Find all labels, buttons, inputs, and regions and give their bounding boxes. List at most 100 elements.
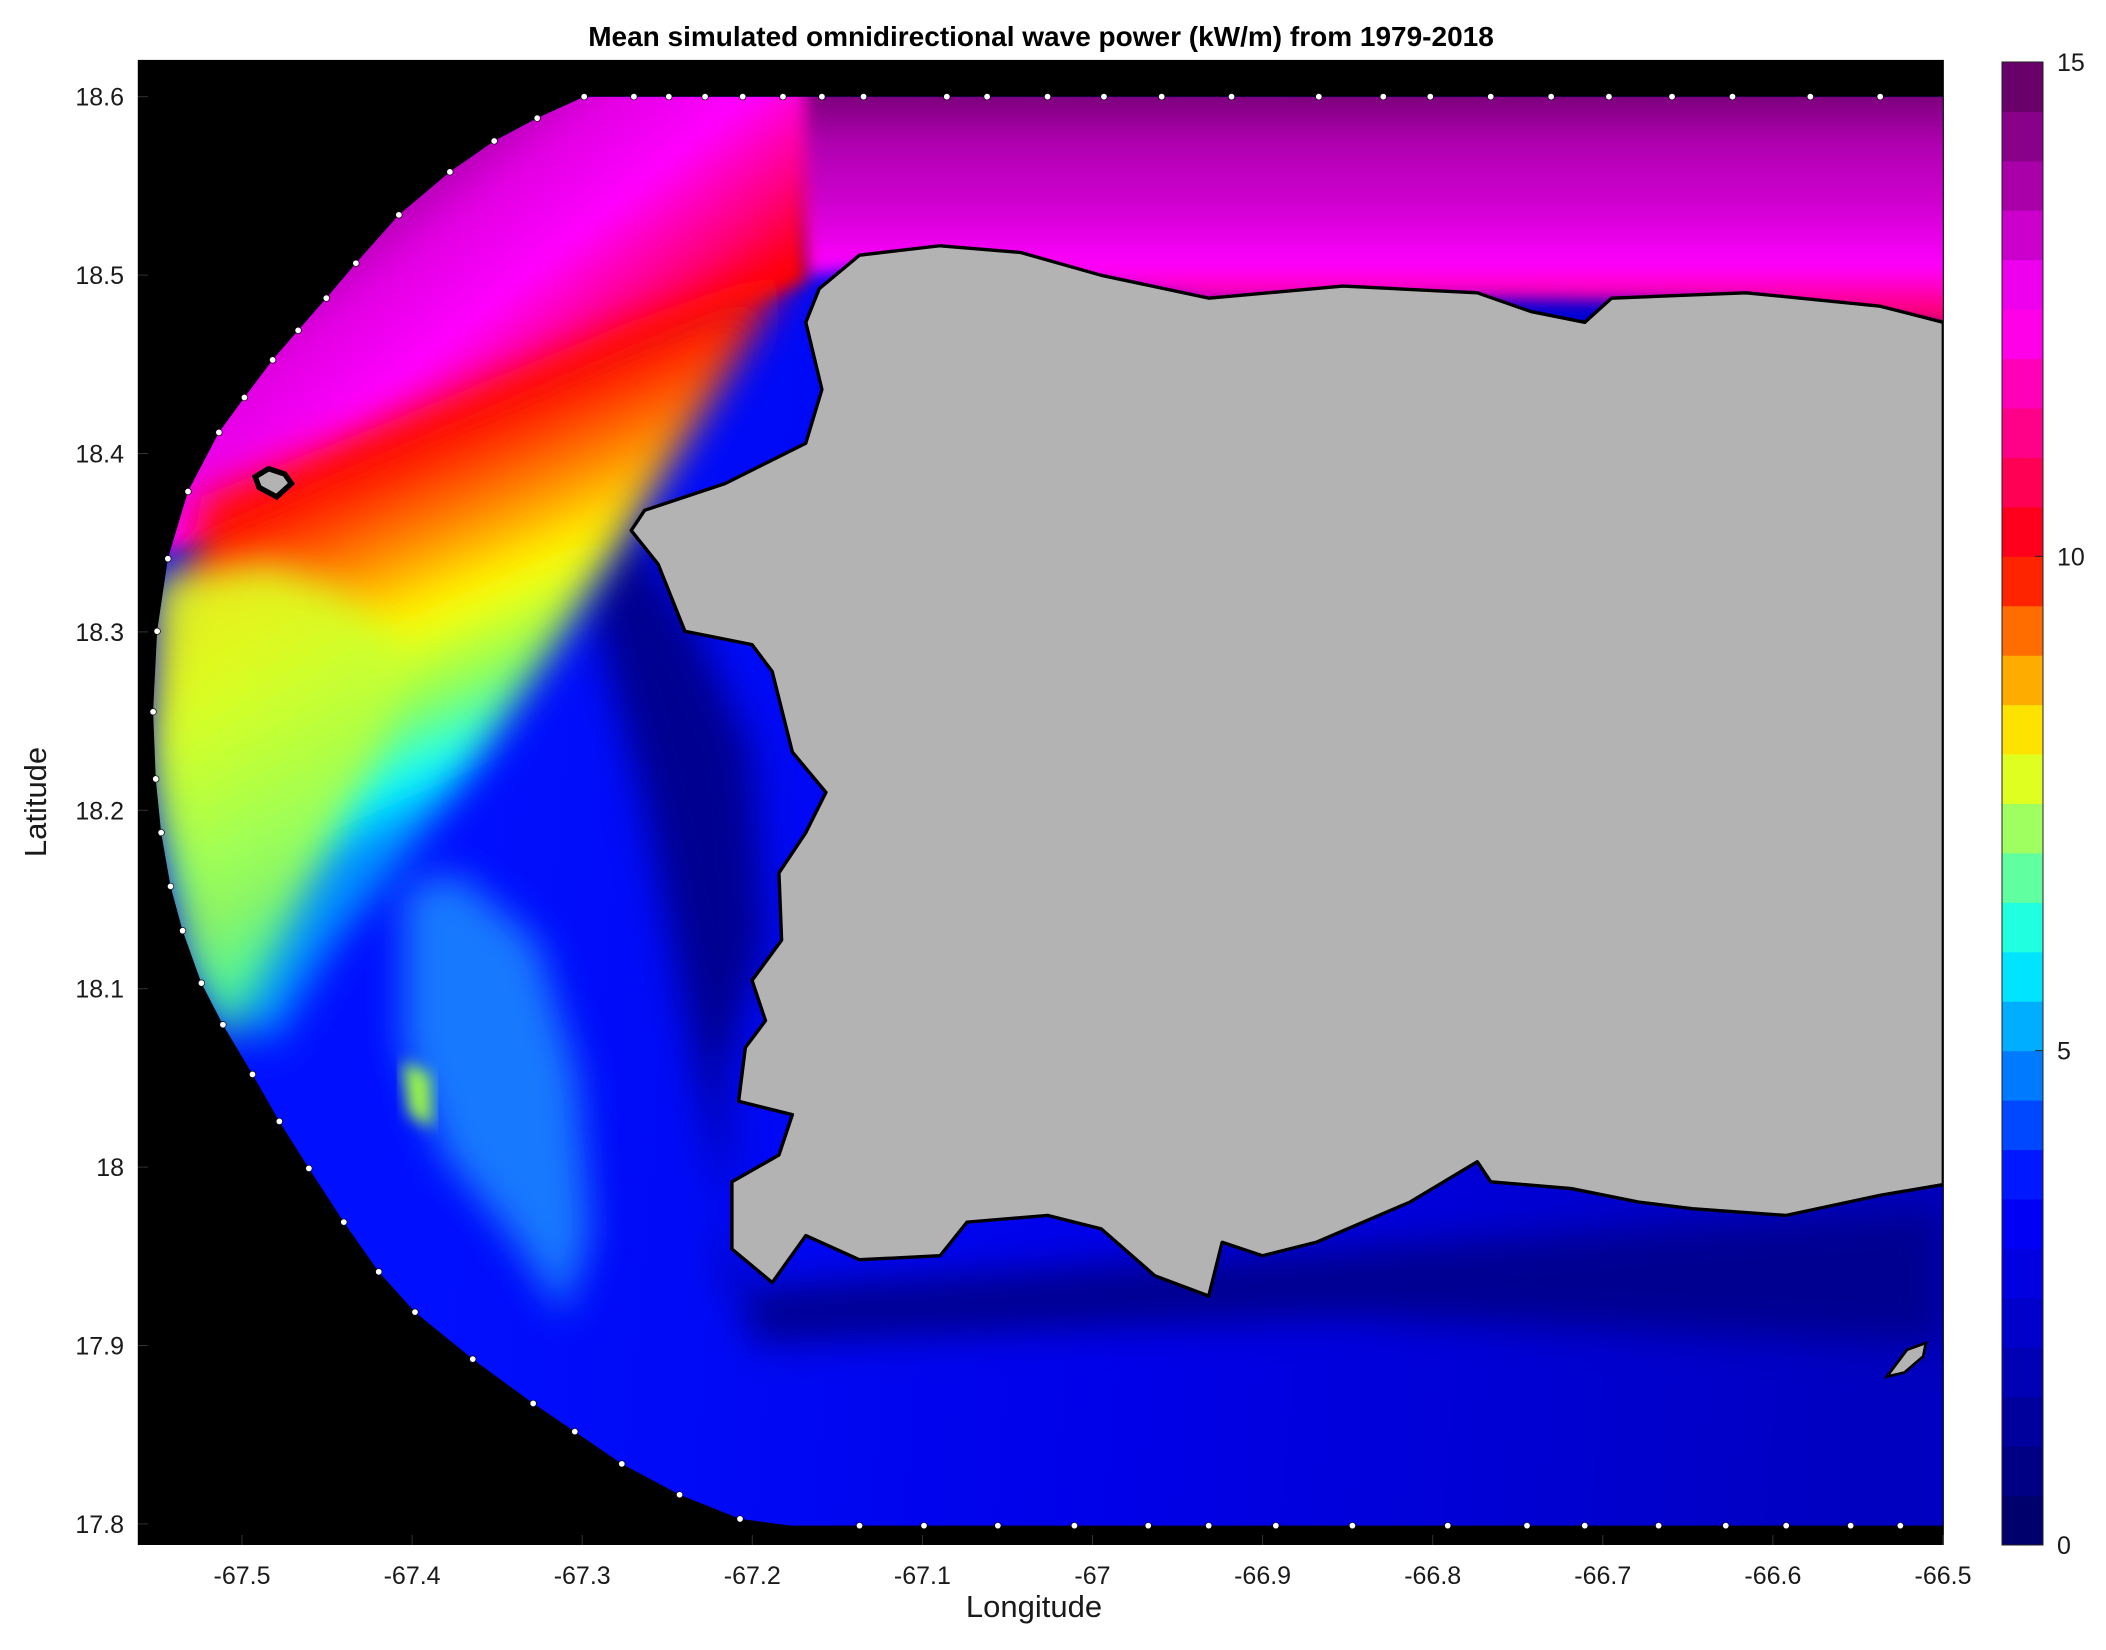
colorbar-level bbox=[2002, 1396, 2043, 1447]
colorbar-level bbox=[2002, 506, 2043, 557]
boundary-point bbox=[1315, 93, 1323, 101]
x-tick-label: -67.5 bbox=[214, 1562, 271, 1590]
colorbar-level bbox=[2002, 556, 2043, 607]
colorbar-level bbox=[2002, 1198, 2043, 1249]
boundary-point bbox=[340, 1218, 348, 1226]
boundary-point bbox=[1728, 93, 1737, 101]
boundary-point bbox=[167, 882, 175, 890]
colorbar-level bbox=[2002, 605, 2043, 656]
x-axis-label: Longitude bbox=[966, 1589, 1102, 1624]
boundary-point bbox=[1782, 1522, 1790, 1530]
boundary-point bbox=[269, 356, 277, 364]
boundary-point bbox=[164, 555, 172, 563]
x-tick-label: -66.9 bbox=[1234, 1562, 1291, 1590]
boundary-point bbox=[1547, 93, 1555, 101]
colorbar-level bbox=[2002, 803, 2043, 854]
colorbar-ticks: 0 5 10 15 bbox=[2035, 49, 2085, 1560]
colorbar-level bbox=[2002, 1297, 2043, 1348]
boundary-point bbox=[197, 979, 206, 987]
boundary-point bbox=[149, 708, 157, 716]
boundary-point bbox=[1896, 1522, 1904, 1530]
boundary-point bbox=[1876, 93, 1884, 101]
y-tick-label: 18.3 bbox=[75, 619, 124, 647]
colorbar-level bbox=[2002, 1100, 2043, 1151]
boundary-point bbox=[618, 1460, 626, 1468]
colorbar-level bbox=[2002, 62, 2043, 112]
colorbar-level bbox=[2002, 309, 2043, 360]
boundary-point bbox=[675, 1491, 684, 1499]
colorbar-level bbox=[2002, 1446, 2043, 1497]
boundary-point bbox=[275, 1117, 283, 1125]
boundary-point bbox=[855, 1522, 864, 1530]
y-tick-label: 18 bbox=[96, 1154, 124, 1182]
y-tick-label: 18.2 bbox=[75, 797, 124, 825]
colorbar-level bbox=[2002, 408, 2043, 458]
x-tick-label: -67.2 bbox=[724, 1562, 781, 1590]
boundary-point bbox=[1043, 93, 1052, 101]
colorbar-level bbox=[2002, 1495, 2043, 1546]
boundary-point bbox=[179, 927, 187, 935]
boundary-point bbox=[240, 393, 248, 402]
boundary-point bbox=[490, 137, 498, 145]
boundary-point bbox=[779, 93, 787, 101]
boundary-point bbox=[983, 93, 991, 101]
y-axis-label: Latitude bbox=[18, 747, 53, 857]
boundary-point bbox=[1444, 1522, 1452, 1530]
colorbar-tick-label: 15 bbox=[2057, 49, 2085, 77]
chart-title: Mean simulated omnidirectional wave powe… bbox=[588, 21, 1494, 52]
west-green-zone bbox=[154, 564, 403, 1048]
colorbar bbox=[2001, 61, 2044, 1546]
y-tick-label: 18.1 bbox=[75, 976, 124, 1004]
boundary-point bbox=[1272, 1522, 1280, 1530]
y-tick-label: 18.4 bbox=[75, 441, 124, 469]
x-tick-label: -66.8 bbox=[1404, 1562, 1461, 1590]
boundary-point bbox=[701, 93, 709, 101]
y-tick-label: 18.6 bbox=[75, 84, 124, 112]
colorbar-level bbox=[2002, 951, 2043, 1002]
boundary-point bbox=[1379, 93, 1387, 101]
boundary-point bbox=[665, 93, 673, 101]
x-tick-label: -67.4 bbox=[384, 1562, 441, 1590]
boundary-point bbox=[305, 1164, 313, 1172]
colorbar-level bbox=[2002, 1347, 2043, 1398]
boundary-point bbox=[571, 1428, 579, 1436]
boundary-point bbox=[533, 114, 541, 122]
plot-frame bbox=[137, 59, 1944, 1545]
x-tick-label: -67.3 bbox=[554, 1562, 611, 1590]
boundary-point bbox=[529, 1399, 537, 1407]
colorbar-level bbox=[2002, 259, 2043, 310]
boundary-point bbox=[248, 1070, 257, 1078]
boundary-point bbox=[1487, 93, 1495, 101]
colorbar-tick-label: 10 bbox=[2057, 543, 2085, 571]
boundary-point bbox=[1144, 1522, 1152, 1530]
colorbar-level bbox=[2002, 852, 2043, 903]
colorbar-tick-label: 5 bbox=[2057, 1038, 2071, 1066]
colorbar-level bbox=[2002, 902, 2043, 953]
colorbar-level bbox=[2002, 1050, 2043, 1101]
boundary-point bbox=[152, 775, 160, 783]
southwest-light-blue-patch bbox=[402, 872, 591, 1317]
boundary-point bbox=[1100, 93, 1108, 101]
x-tick-label: -67.1 bbox=[894, 1562, 951, 1590]
boundary-point bbox=[215, 428, 223, 437]
boundary-point bbox=[1722, 1522, 1730, 1530]
x-axis: -67.5 -67.4 -67.3 -67.2 -67.1 -67 -66.9 -66.8 -6… bbox=[214, 1535, 1971, 1590]
y-tick-label: 18.5 bbox=[75, 262, 124, 290]
boundary-point bbox=[352, 259, 360, 267]
land-puerto-rico bbox=[629, 244, 1944, 1298]
island-desecheo bbox=[251, 465, 296, 501]
boundary-point bbox=[411, 1308, 419, 1316]
boundary-point bbox=[1668, 93, 1676, 101]
boundary-point bbox=[1158, 93, 1166, 101]
boundary-point bbox=[1426, 93, 1434, 101]
x-tick-label: -67 bbox=[1074, 1562, 1110, 1590]
boundary-point bbox=[1523, 1522, 1531, 1530]
nearshore-low-zone bbox=[590, 523, 1944, 1343]
boundary-point bbox=[1070, 1522, 1078, 1530]
boundary-point bbox=[580, 93, 588, 101]
island-south-cay bbox=[1883, 1340, 1928, 1379]
boundary-point bbox=[157, 829, 165, 837]
boundary-point bbox=[1205, 1522, 1213, 1530]
colorbar-level bbox=[2002, 457, 2043, 508]
colorbar-level bbox=[2002, 655, 2043, 706]
